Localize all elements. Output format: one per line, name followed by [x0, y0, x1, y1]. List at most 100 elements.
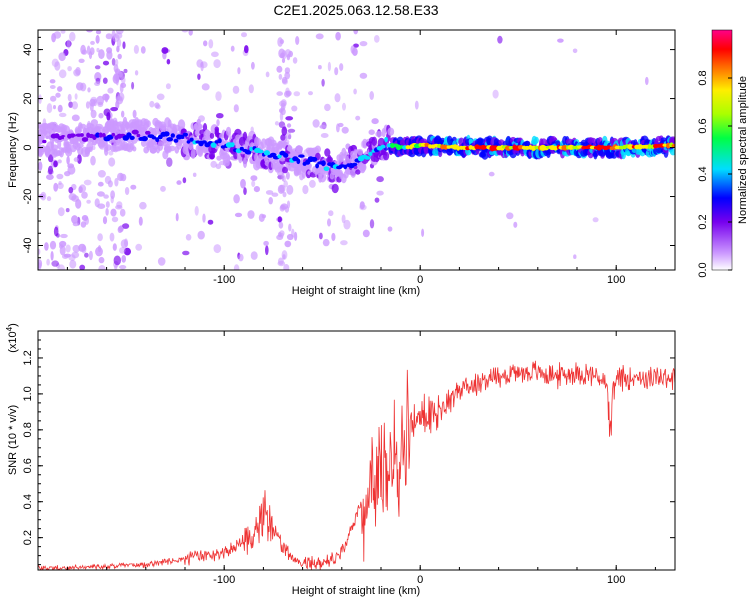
- heatmap-speckle: [98, 256, 105, 264]
- heatmap-speckle: [57, 159, 62, 164]
- heatmap-halo: [383, 151, 390, 161]
- heatmap-halo: [357, 148, 364, 156]
- heatmap-speckle: [241, 32, 247, 38]
- y-tick-label: 0: [22, 144, 34, 150]
- heatmap-halo: [242, 157, 248, 169]
- heatmap-speckle: [86, 30, 93, 33]
- heatmap-speckle: [281, 250, 288, 260]
- heatmap-ridge-cell: [69, 133, 76, 138]
- heatmap-speckle: [181, 30, 189, 33]
- heatmap-speckle: [71, 101, 79, 110]
- heatmap-ridge-cell: [627, 144, 634, 150]
- heatmap-speckle: [138, 216, 143, 226]
- heatmap-speckle: [123, 247, 131, 256]
- heatmap-speckle: [57, 207, 65, 217]
- heatmap-speckle: [340, 240, 348, 246]
- heatmap-speckle: [113, 255, 122, 266]
- heatmap-ridge-cell: [170, 133, 175, 138]
- heatmap-speckle: [253, 186, 260, 193]
- heatmap-halo: [65, 141, 72, 147]
- heatmap-speckle: [108, 150, 114, 156]
- snr-series-line: [38, 360, 675, 570]
- heatmap-speckle: [216, 113, 224, 119]
- heatmap-speckle: [276, 65, 283, 73]
- heatmap-ridge-cell: [182, 132, 188, 137]
- heatmap-speckle: [90, 109, 97, 119]
- heatmap-speckle: [48, 165, 53, 175]
- heatmap-speckle: [38, 262, 42, 270]
- heatmap-ridge-cell: [364, 156, 371, 160]
- heatmap-speckle: [488, 171, 495, 177]
- spectrogram-x-ticks: -100 0 100: [66, 30, 656, 286]
- heatmap-speckle: [276, 91, 284, 96]
- heatmap-speckle: [110, 107, 118, 112]
- heatmap-speckle: [60, 233, 68, 239]
- heatmap-speckle: [121, 76, 126, 85]
- heatmap-speckle: [88, 250, 93, 261]
- heatmap-speckle: [201, 83, 210, 91]
- heatmap-ridge-cell: [298, 154, 305, 158]
- heatmap-speckle: [335, 31, 341, 41]
- heatmap-speckle: [312, 119, 320, 128]
- heatmap-ridge-cell: [131, 129, 139, 135]
- heatmap-speckle: [331, 232, 336, 242]
- heatmap-halo: [39, 144, 46, 153]
- snr-panel: -100 0 100 0.2 0.4 0.6 0.8 1.0 1.2 Height of st…: [5, 323, 676, 597]
- heatmap-speckle: [38, 94, 42, 105]
- heatmap-speckle: [200, 61, 204, 72]
- heatmap-speckle: [122, 223, 130, 229]
- heatmap-speckle: [53, 105, 56, 110]
- heatmap-ridge-cell: [323, 166, 330, 171]
- heatmap-speckle: [265, 245, 269, 256]
- heatmap-halo: [76, 143, 84, 149]
- spectrogram-frame: [37, 29, 676, 271]
- heatmap-speckle: [59, 240, 67, 248]
- heatmap-speckle: [71, 114, 80, 122]
- heatmap-speckle: [176, 180, 182, 185]
- heatmap-ridge-cell: [384, 136, 388, 143]
- heatmap-speckle: [71, 251, 80, 259]
- heatmap-ridge-cell: [257, 149, 264, 154]
- heatmap-speckle: [288, 223, 292, 232]
- colorbar-tick-label: 0.8: [697, 70, 709, 85]
- heatmap-ridge-cell: [141, 136, 148, 142]
- y-tick-label: 1.0: [22, 386, 34, 401]
- heatmap-speckle: [285, 171, 290, 180]
- heatmap-speckle: [215, 163, 222, 170]
- heatmap-speckle: [58, 181, 62, 185]
- heatmap-halo: [286, 145, 293, 152]
- heatmap-speckle: [352, 47, 358, 56]
- heatmap-ridge-cell: [534, 145, 539, 150]
- heatmap-speckle: [83, 179, 92, 186]
- heatmap-speckle: [258, 213, 265, 222]
- heatmap-speckle: [114, 177, 119, 187]
- heatmap-speckle: [156, 93, 165, 101]
- heatmap-speckle: [374, 35, 380, 43]
- heatmap-speckle: [280, 204, 286, 210]
- heatmap-speckle: [295, 36, 300, 45]
- heatmap-ridge-cell: [111, 132, 116, 137]
- heatmap-speckle: [285, 116, 294, 121]
- heatmap-speckle: [557, 38, 564, 43]
- heatmap-halo: [58, 147, 65, 158]
- heatmap-halo: [197, 147, 204, 157]
- heatmap-speckle: [197, 73, 201, 80]
- heatmap-speckle: [112, 243, 117, 251]
- heatmap-speckle: [244, 45, 249, 54]
- heatmap-speckle: [284, 240, 292, 248]
- heatmap-speckle: [331, 183, 339, 194]
- heatmap-speckle: [105, 33, 113, 40]
- spectrogram-panel: -100 0 100 -40 -20 0 20 40 Height of straight …: [7, 29, 676, 297]
- heatmap-ridge-cell: [155, 137, 160, 143]
- heatmap-speckle: [94, 198, 100, 208]
- heatmap-ridge-cell: [98, 132, 103, 138]
- heatmap-halo: [105, 144, 112, 151]
- colorbar: 0.0 0.2 0.4 0.6 0.8 Normalized spectral ampl…: [697, 29, 749, 278]
- heatmap-speckle: [111, 216, 119, 223]
- heatmap-speckle: [154, 102, 160, 109]
- heatmap-speckle: [327, 218, 331, 227]
- heatmap-halo: [209, 132, 215, 139]
- heatmap-speckle: [202, 213, 206, 223]
- heatmap-speckle: [118, 225, 124, 232]
- heatmap-ridge-cell: [230, 142, 235, 148]
